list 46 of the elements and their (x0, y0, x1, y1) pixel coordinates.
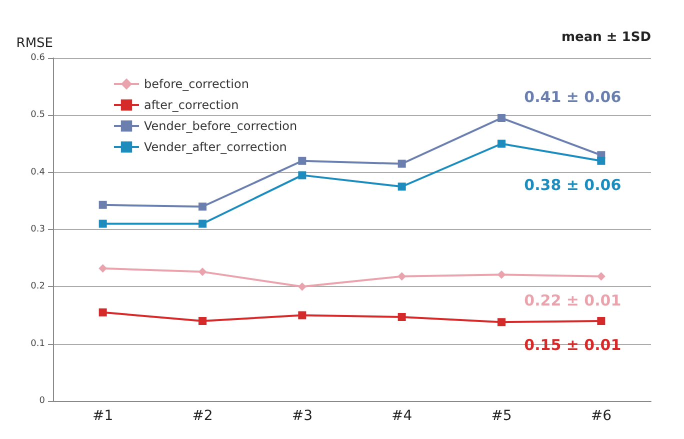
point (597, 316, 606, 325)
x-tick-label: #6 (590, 408, 612, 424)
y-tick-label: 0.5 (30, 110, 45, 120)
point (198, 268, 206, 276)
point (98, 220, 107, 228)
point (597, 156, 606, 165)
y-tick-label: 0.3 (30, 224, 45, 234)
point (298, 282, 306, 291)
point (398, 312, 406, 321)
y-axis-title: RMSE (16, 36, 53, 51)
point (198, 202, 206, 211)
x-tick-label: #5 (491, 408, 512, 424)
point (98, 264, 107, 272)
text: mean ± 1SD (561, 30, 652, 45)
y-tick-label: 0.2 (30, 282, 45, 292)
legend-label: after_correction (144, 98, 239, 112)
point (398, 272, 406, 280)
point (398, 182, 406, 191)
point (498, 114, 506, 122)
legend-label: Vender_after_correction (144, 140, 287, 154)
y-tick-label: 0.1 (30, 338, 45, 349)
x-tick-label: #3 (292, 408, 312, 424)
point (198, 316, 206, 325)
point (198, 220, 206, 228)
y-tick-label: 0.4 (30, 167, 46, 178)
x-tick-label: #2 (192, 408, 213, 424)
y-tick-label: 0 (39, 396, 46, 406)
point (298, 156, 306, 165)
point (498, 140, 506, 148)
point (498, 318, 506, 326)
point (597, 272, 606, 280)
point (398, 160, 406, 168)
annotation: 0.22 ± 0.01 (524, 291, 622, 310)
y-tick-label: 0.6 (30, 53, 46, 63)
point (498, 270, 506, 279)
annotation: 0.38 ± 0.06 (524, 176, 622, 194)
point (298, 311, 306, 320)
legend-label: before_correction (144, 77, 249, 91)
point (298, 171, 306, 180)
point (98, 308, 107, 316)
legend-label: Vender_before_correction (144, 119, 298, 133)
x-tick-label: #1 (92, 408, 114, 424)
annotation: 0.41 ± 0.06 (524, 88, 622, 106)
annotation: 0.15 ± 0.01 (524, 336, 622, 354)
point (98, 200, 107, 209)
x-tick-label: #4 (392, 408, 412, 424)
